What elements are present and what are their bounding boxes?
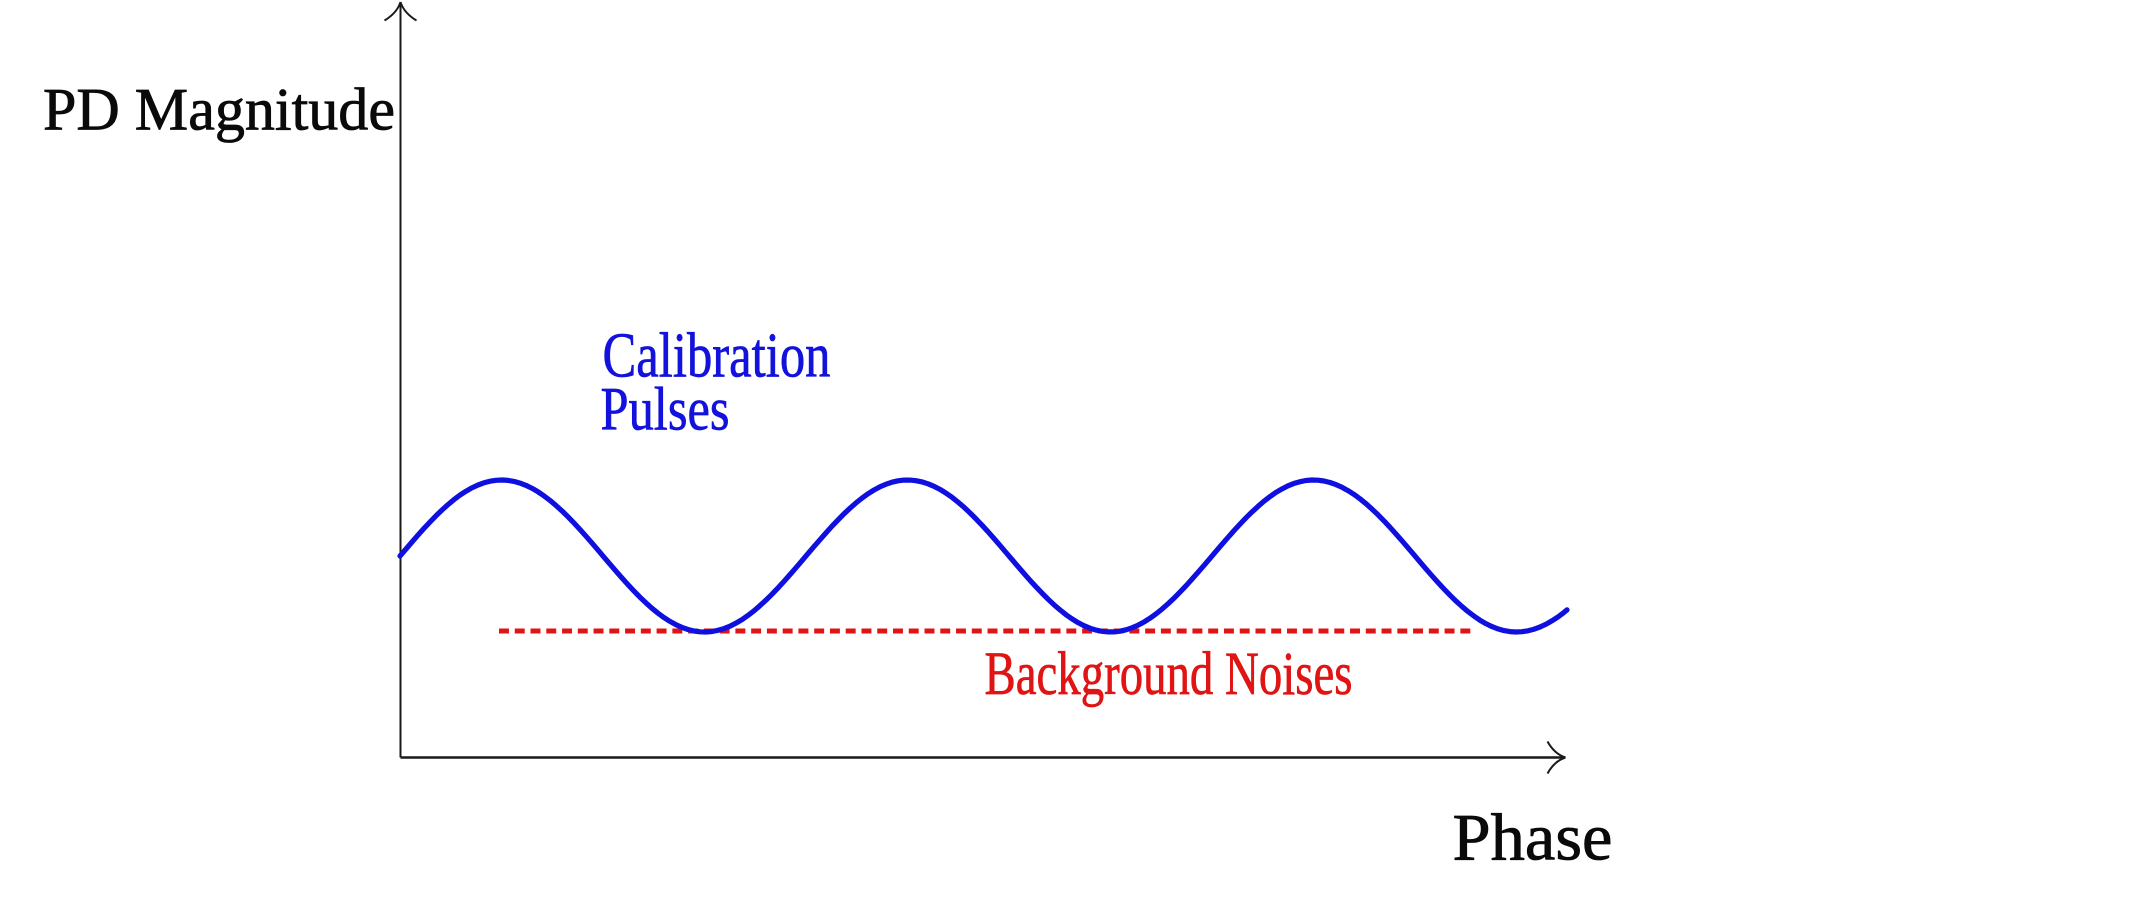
svg-text:Background Noises: Background Noises (985, 641, 1353, 708)
svg-text:Phase: Phase (1453, 801, 1613, 875)
svg-text:Pulses: Pulses (601, 376, 730, 444)
svg-text:Calibration: Calibration (603, 320, 831, 390)
svg-text:PD Magnitude: PD Magnitude (43, 77, 395, 143)
